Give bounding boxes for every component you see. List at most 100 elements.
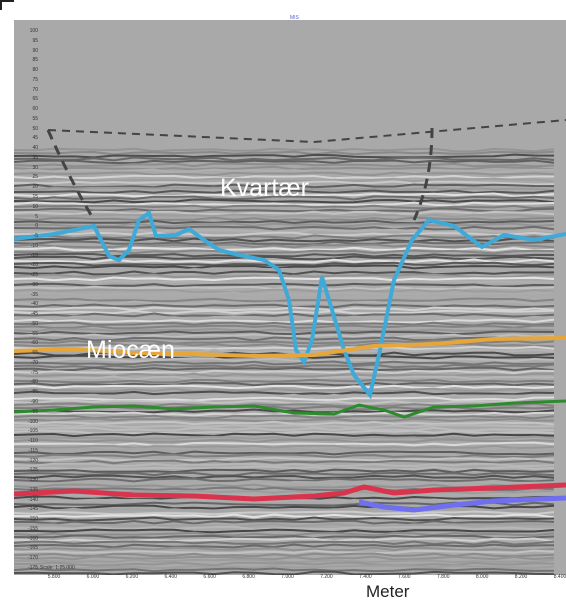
seismic-reflector (14, 504, 555, 510)
seismic-reflector (14, 342, 555, 348)
seismic-reflector (14, 534, 555, 540)
y-tick-label: 90 (32, 47, 38, 54)
y-tick-label: 95 (32, 37, 38, 44)
x-tick-label: 7.200 (320, 574, 333, 580)
seismic-reflector (14, 261, 555, 267)
y-tick-label: -20 (30, 262, 38, 269)
seismic-reflector (14, 219, 555, 225)
kvartaer-horizon (14, 209, 566, 400)
seismic-image (14, 119, 566, 575)
y-tick-label: -25 (30, 272, 38, 279)
seismic-reflector (14, 165, 555, 171)
seismic-reflector (14, 420, 555, 426)
horizon-lines (14, 119, 566, 513)
seismic-reflector (14, 390, 555, 396)
seismic-reflector (14, 156, 555, 162)
seismic-reflector (14, 252, 555, 258)
y-tick-label: -15 (30, 252, 38, 259)
y-tick-label: 60 (32, 106, 38, 113)
purple-horizon (358, 495, 566, 513)
seismic-reflector (14, 168, 555, 174)
seismic-reflector (14, 207, 555, 213)
seismic-reflector (14, 546, 555, 552)
seismic-reflector (14, 414, 555, 420)
seismic-reflector (14, 174, 554, 180)
seismic-reflector (14, 444, 555, 450)
seismic-reflector (14, 507, 555, 513)
seismic-reflector (14, 330, 555, 336)
seismic-reflector (14, 222, 555, 228)
seismic-reflector (14, 378, 555, 384)
seismic-reflector (14, 324, 555, 330)
seismic-reflector (14, 216, 555, 222)
seismic-reflector (14, 453, 555, 459)
y-tick-label: -90 (30, 399, 38, 406)
seismic-reflector (14, 450, 555, 456)
seismic-reflector (14, 309, 555, 315)
x-tick-label: 5.800 (47, 574, 61, 580)
seismic-reflector (14, 372, 555, 378)
seismic-reflector (14, 333, 555, 339)
seismic-reflector (14, 345, 555, 351)
seismic-reflector (14, 204, 555, 210)
x-tick-label: 8.000 (475, 574, 489, 580)
y-tick-label: 0 (35, 223, 38, 230)
seismic-reflector (14, 327, 555, 333)
seismic-reflector (14, 519, 555, 525)
seismic-reflector (14, 468, 555, 474)
seismic-reflector (14, 387, 555, 393)
y-tick-label: -115 (28, 447, 38, 454)
red-horizon (14, 482, 566, 502)
y-tick-label: 20 (32, 184, 38, 191)
seismic-reflector (14, 375, 554, 381)
seismic-reflector (14, 441, 555, 447)
seismic-reflector (14, 456, 554, 462)
seismic-reflector (14, 462, 555, 468)
y-tick-label: -110 (28, 438, 38, 445)
seismic-section-panel (14, 20, 566, 575)
x-axis-label: Meter (366, 582, 410, 601)
seismic-reflector (14, 537, 555, 543)
y-tick-label: -85 (30, 389, 38, 396)
seismic-reflector (14, 291, 555, 297)
seismic-reflector (14, 516, 555, 522)
seismic-reflector (14, 276, 555, 282)
seismic-reflector (14, 294, 555, 300)
seismic-reflector (14, 531, 555, 537)
y-tick-label: -140 (27, 496, 38, 503)
x-tick-label: 6.000 (86, 574, 100, 580)
seismic-reflector (14, 561, 555, 567)
y-tick-label: -155 (27, 525, 38, 532)
seismic-reflector (14, 471, 555, 477)
seismic-reflector (14, 336, 555, 342)
seismic-reflector (14, 255, 555, 261)
green-horizon (14, 399, 566, 419)
y-tick-label: -80 (30, 379, 38, 386)
x-tick-label: 7.800 (436, 574, 450, 580)
seismic-reflector (14, 399, 555, 405)
seismic-reflector (14, 570, 555, 575)
y-tick-label: -175 (27, 565, 38, 571)
seismic-reflector (14, 273, 555, 279)
label-miocaen: Miocæn (86, 336, 175, 364)
y-tick-label: -125 (27, 467, 38, 474)
y-tick-label: 70 (32, 86, 38, 93)
seismic-reflector (14, 171, 555, 177)
seismic-reflector (14, 357, 555, 363)
y-tick-label: 50 (32, 125, 38, 132)
header-text: MIS (290, 15, 299, 21)
dashed-seafloor (47, 119, 566, 144)
x-tick-label: 6.200 (125, 574, 139, 580)
seismic-reflector (14, 270, 555, 276)
seismic-reflector (14, 234, 555, 240)
seismic-reflector (14, 369, 555, 375)
seismic-reflector (14, 555, 555, 561)
seismic-reflector (14, 435, 555, 441)
seismic-reflector (14, 189, 555, 194)
miocaen-horizon (14, 336, 566, 359)
y-tick-label: 10 (32, 203, 38, 210)
label-kvartaer: Kvartær (220, 174, 309, 202)
y-tick-label: -45 (30, 311, 38, 318)
seismic-reflector (14, 306, 555, 312)
seismic-reflector (14, 525, 554, 531)
